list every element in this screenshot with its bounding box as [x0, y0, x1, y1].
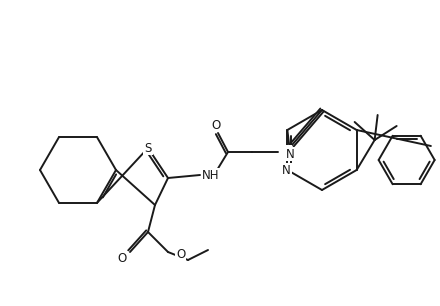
Text: NH: NH	[202, 169, 220, 181]
Text: S: S	[284, 145, 291, 159]
Text: O: O	[117, 252, 127, 264]
Text: O: O	[211, 118, 220, 132]
Text: N: N	[282, 163, 291, 177]
Text: S: S	[144, 141, 152, 155]
Text: O: O	[176, 248, 185, 260]
Text: N: N	[286, 147, 294, 161]
